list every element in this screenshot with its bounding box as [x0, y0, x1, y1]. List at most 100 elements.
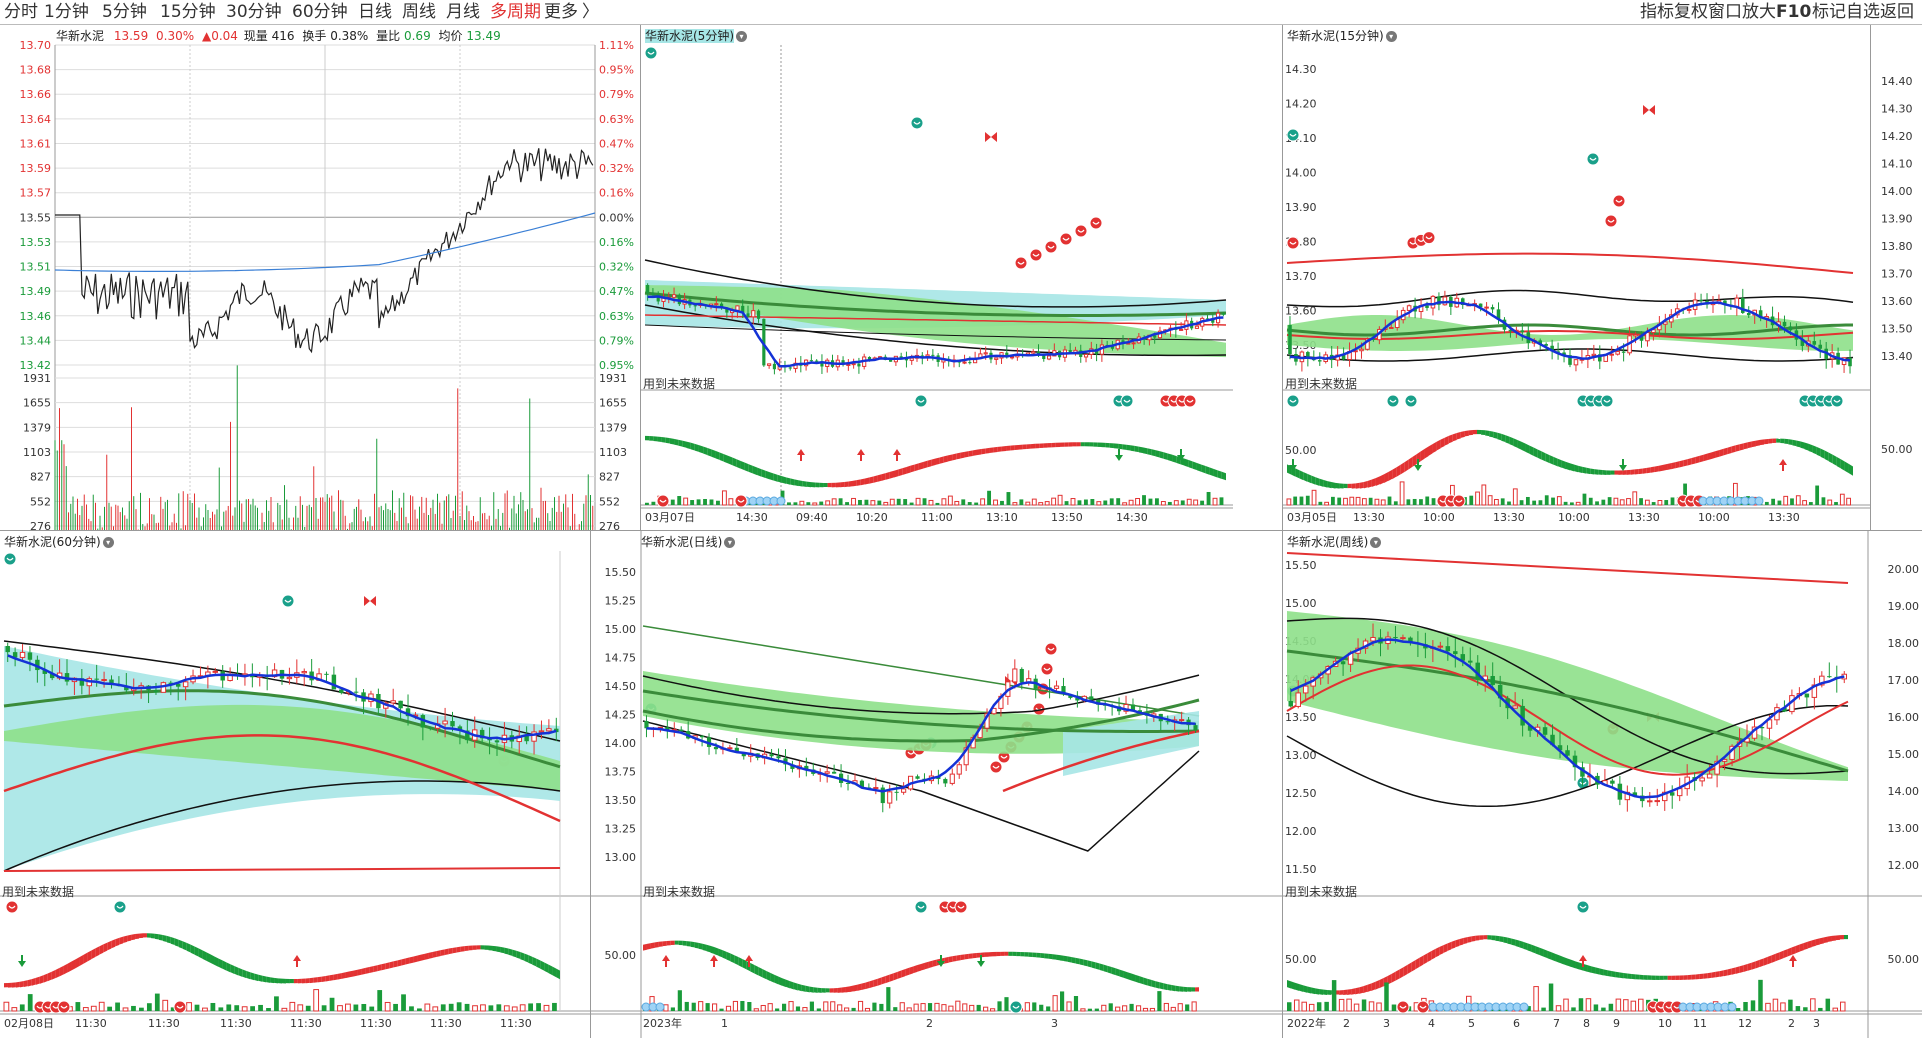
toolbar-right-5[interactable]: 标记	[1812, 2, 1846, 22]
toolbar-right-4[interactable]: F10	[1776, 2, 1812, 22]
x-tick-label: 2	[1343, 1017, 1350, 1030]
oscillator-ribbon	[1307, 986, 1312, 994]
price-tick-label: 13.55	[20, 211, 52, 224]
panel-60min-title[interactable]: 华新水泥(60分钟) ▾	[4, 533, 114, 550]
long-ma-red-line	[1286, 552, 1849, 584]
panel-daily-title[interactable]: 华新水泥(日线) ▾	[641, 533, 736, 550]
panel-60min[interactable]: 华新水泥(60分钟) ▾ 02月08日 11:30 11:30 11:30 11:30 11…	[0, 530, 590, 1038]
pct-tick-label: 0.16%	[599, 187, 634, 200]
volume-bar	[974, 502, 979, 505]
chevron-down-icon[interactable]: ▾	[1370, 537, 1382, 548]
period-tab-7[interactable]: 周线	[402, 2, 436, 22]
period-tab-2[interactable]: 5分钟	[102, 2, 147, 22]
candle-body	[1615, 351, 1620, 355]
period-tab-4[interactable]: 30分钟	[226, 2, 282, 22]
y-tick-label: 15.50	[605, 566, 637, 579]
signal-icon-glyph	[1077, 229, 1085, 233]
panel-daily-chart[interactable]: 15.5015.2515.0014.7514.5014.2514.0013.75…	[591, 531, 1283, 1038]
oscillator-ribbon	[1799, 942, 1804, 952]
x-tick-label: 11:00	[921, 511, 953, 524]
long-ma-red-line	[3, 867, 561, 872]
toolbar-right-1[interactable]: 复权	[1674, 2, 1708, 22]
oscillator-ribbon	[27, 979, 32, 987]
oscillator-ribbon	[657, 436, 662, 442]
panel-5min[interactable]: 华新水泥(5分钟) ▾ 03月07日 14:30 09:40 10:20 11:00 13:…	[640, 25, 1233, 530]
period-tab-0[interactable]: 分时	[4, 2, 38, 22]
oscillator-ribbon	[1635, 974, 1640, 980]
candle-body	[1137, 710, 1143, 713]
period-tab-5[interactable]: 60分钟	[292, 2, 348, 22]
volume-bar	[1548, 983, 1554, 1011]
signal-icon	[1059, 232, 1073, 246]
candle-body	[841, 360, 845, 365]
panel-60min-chart[interactable]: 02月08日 11:30 11:30 11:30 11:30 11:30 11:30 11:3…	[0, 531, 590, 1038]
panel-weekly-title[interactable]: 华新水泥(周线) ▾	[1287, 533, 1382, 550]
oscillator-ribbon	[960, 954, 965, 961]
panel-5min-chart[interactable]: 03月07日 14:30 09:40 10:20 11:00 13:10 13:50 14:3…	[641, 25, 1233, 530]
oscillator-ribbon	[819, 482, 824, 488]
y-tick-label: 15.50	[1285, 559, 1317, 572]
toolbar-right-3[interactable]: 放大	[1742, 2, 1776, 22]
intraday-chart[interactable]: 13.70 1.11%13.68 0.95%13.66 0.79%13.64 0.63%…	[0, 25, 640, 530]
x-tick-label: 02月08日	[4, 1017, 54, 1030]
toolbar-right-7[interactable]: 返回	[1880, 2, 1914, 22]
volume-bar	[1601, 499, 1606, 505]
toolbar-right-6[interactable]: 自选	[1846, 2, 1880, 22]
period-tab-9[interactable]: 多周期	[490, 2, 541, 22]
candle-body	[949, 773, 955, 784]
volume-bar	[1821, 497, 1826, 505]
panel-weekly[interactable]: 华新水泥(周线)▾ 15.5015.0014.5014.0013.5013.00…	[1282, 530, 1922, 1038]
oscillator-ribbon	[1755, 959, 1760, 969]
oscillator-ribbon	[1167, 453, 1173, 462]
period-tab-3[interactable]: 15分钟	[160, 2, 216, 22]
y-tick-label: 15.00	[1888, 748, 1920, 761]
oscillator-ribbon	[1447, 941, 1452, 951]
period-tab-8[interactable]: 月线	[446, 2, 480, 22]
x-tick-label: 11:30	[430, 1017, 462, 1030]
more-arrow-icon[interactable]: 〉	[582, 2, 599, 22]
chevron-down-icon[interactable]: ▾	[736, 31, 747, 42]
toolbar-right-0[interactable]: 指标	[1640, 2, 1674, 22]
oscillator-ribbon	[1412, 454, 1417, 467]
candle-body	[1010, 356, 1015, 359]
chevron-down-icon[interactable]: ▾	[724, 537, 736, 548]
candle-body	[286, 676, 293, 680]
panel-15min-chart[interactable]: 14.3014.2014.1014.0013.9013.8013.7013.60…	[1283, 25, 1871, 530]
oscillator-ribbon	[1355, 482, 1360, 489]
chevron-down-icon[interactable]: ▾	[1385, 31, 1397, 42]
toolbar-right-2[interactable]: 窗口	[1708, 2, 1742, 22]
volume-bar	[1039, 1004, 1044, 1011]
candle-body	[962, 361, 967, 364]
panel-weekly-chart[interactable]: 15.5015.0014.5014.0013.5013.0012.5012.00…	[1283, 531, 1922, 1038]
oscillator-ribbon	[1832, 454, 1837, 466]
y-tick-label: 12.00	[1285, 825, 1317, 838]
oscillator-ribbon	[944, 956, 949, 964]
volume-bar	[920, 1003, 926, 1012]
candle-body	[1827, 676, 1832, 678]
period-tab-10[interactable]: 更多	[544, 2, 578, 22]
price-tick-label: 13.53	[20, 236, 52, 249]
up-arrow-icon	[662, 955, 670, 967]
panel-15min-title[interactable]: 华新水泥(15分钟) ▾	[1287, 27, 1397, 44]
down-arrow-icon	[1619, 459, 1627, 471]
chevron-down-icon[interactable]: ▾	[102, 537, 114, 548]
ma-blue-line	[647, 295, 1224, 368]
oscillator-ribbon	[1631, 974, 1636, 980]
period-tab-1[interactable]: 1分钟	[44, 2, 89, 22]
volume-bar	[851, 497, 856, 506]
oscillator-ribbon	[1367, 983, 1372, 993]
x-tick-label: 11:30	[75, 1017, 107, 1030]
panel-daily[interactable]: 华新水泥(日线) ▾ 15.50 15.25 15.00 14.75 14.50 14.25…	[590, 530, 1283, 1038]
volume-bar	[1387, 496, 1392, 505]
panel-5min-title[interactable]: 华新水泥(5分钟) ▾	[645, 27, 747, 44]
period-tab-6[interactable]: 日线	[358, 2, 392, 22]
oscillator-ribbon	[166, 935, 171, 944]
volume-bar	[1200, 500, 1205, 505]
candle-body	[991, 707, 997, 715]
oscillator-ribbon	[1603, 969, 1608, 977]
volume-bar	[927, 1003, 933, 1011]
panel-15min[interactable]: 华新水泥(15分钟) ▾ 14.30 14.20 14.10 14.00 13.90 13.…	[1282, 25, 1871, 530]
oscillator-ribbon	[848, 480, 853, 487]
oscillator-ribbon	[1747, 962, 1752, 971]
volume-bar	[82, 1007, 89, 1012]
